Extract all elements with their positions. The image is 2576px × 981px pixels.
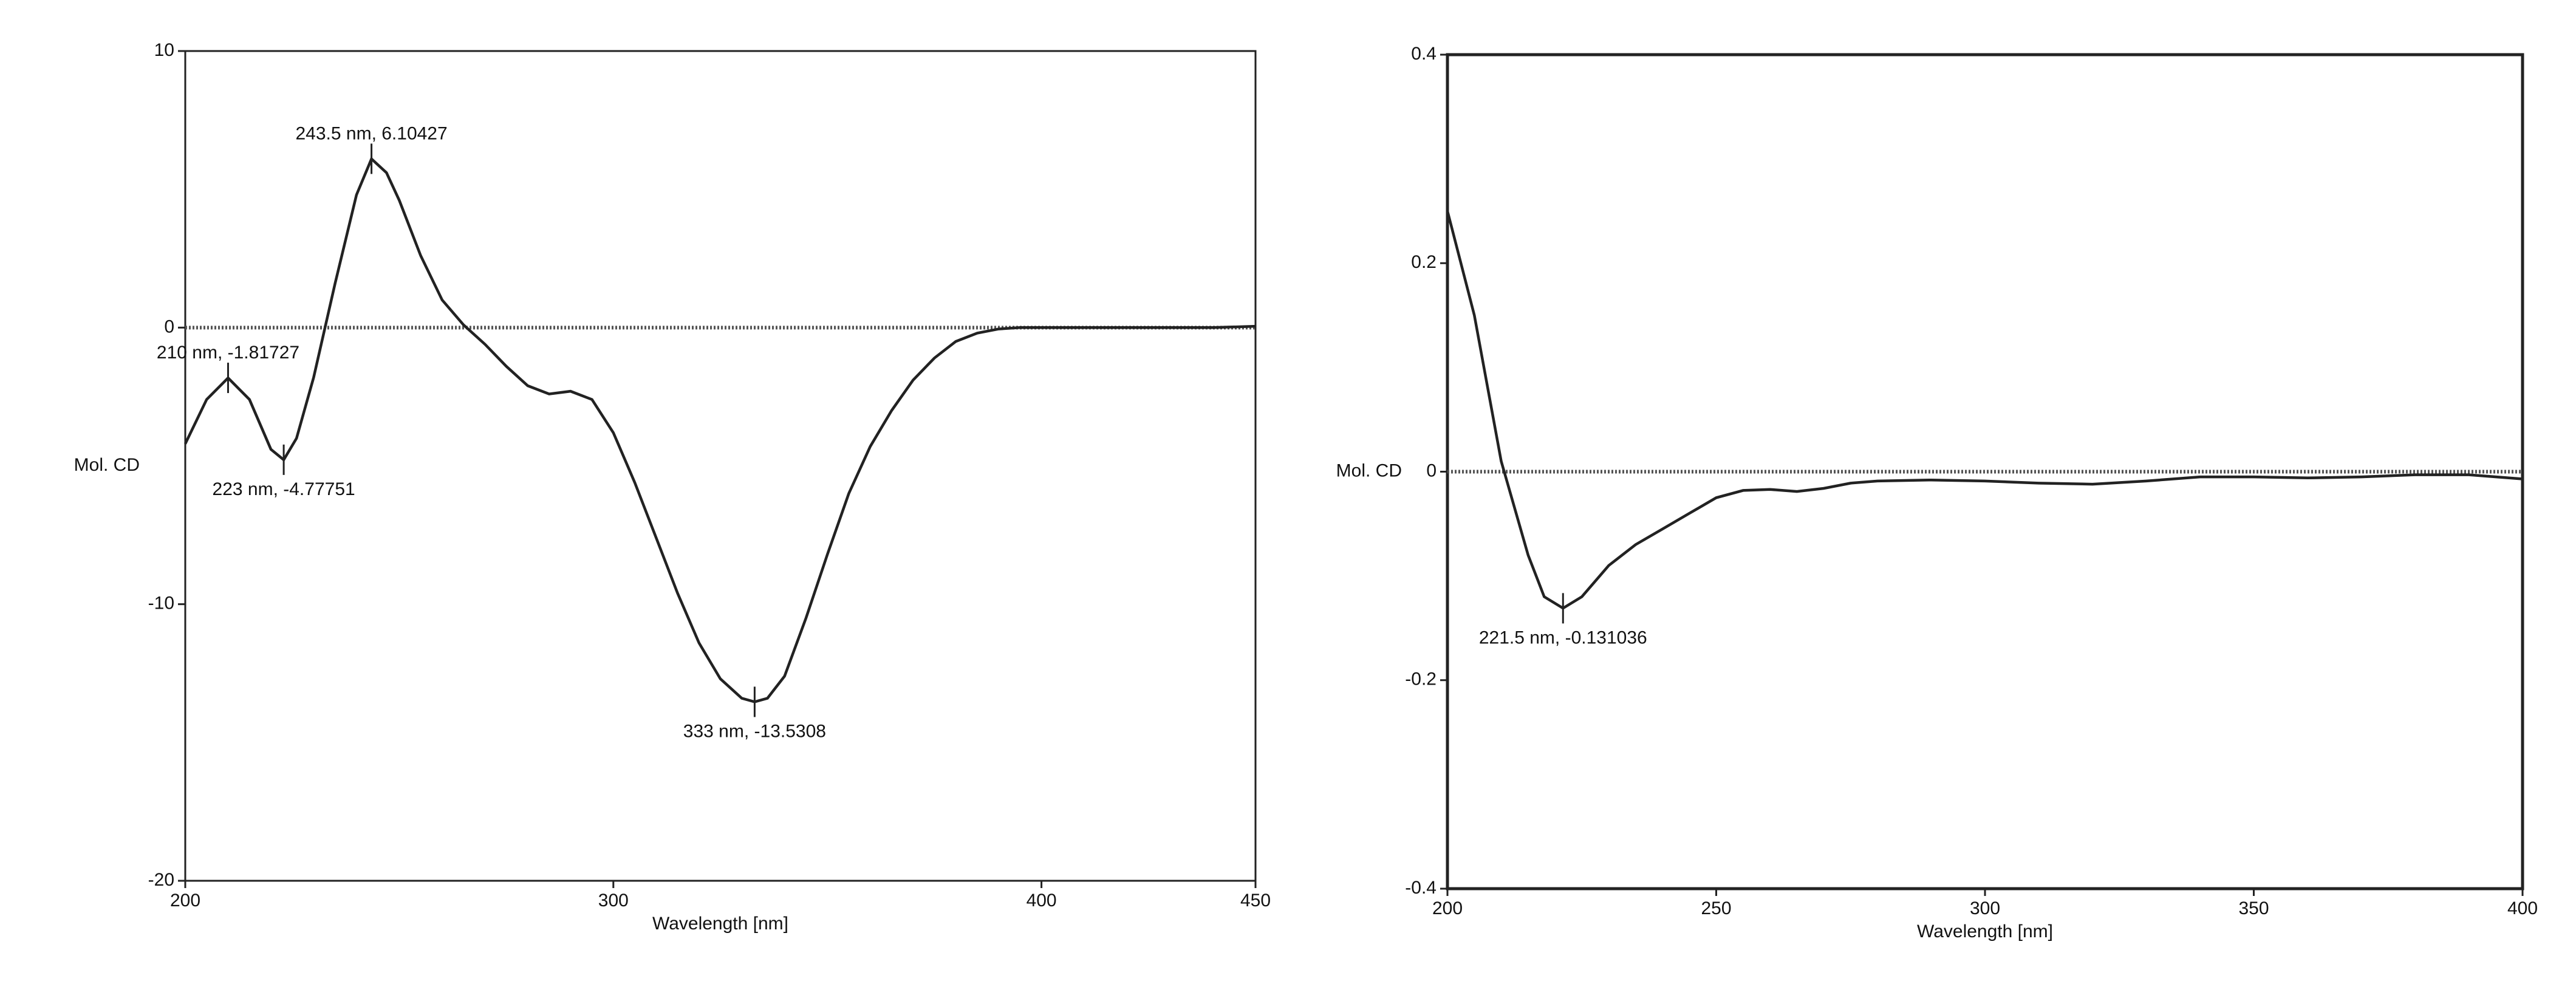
y-tick-label: 10	[154, 40, 174, 60]
peak-label: 243.5 nm, 6.10427	[295, 123, 447, 143]
y-axis-label: Mol. CD	[74, 455, 140, 475]
y-tick-label: -0.4	[1405, 878, 1437, 898]
cd-curve	[1446, 210, 2523, 610]
x-tick-label: 350	[2238, 898, 2269, 918]
y-tick-label: -20	[148, 870, 174, 890]
x-tick-label: 400	[1027, 890, 1057, 911]
y-tick-label: 0.2	[1411, 252, 1437, 272]
x-axis-label: Wavelength [nm]	[1917, 921, 2053, 942]
y-tick-label: 0	[164, 316, 174, 337]
x-tick-label: 250	[1701, 898, 1731, 918]
peak-label: 223 nm, -4.77751	[213, 479, 355, 499]
x-tick-label: 200	[1432, 898, 1463, 918]
x-tick-label: 300	[598, 890, 629, 911]
y-tick-label: -0.2	[1405, 669, 1437, 689]
y-axis-label: Mol. CD	[1336, 460, 1402, 480]
x-tick-label: 400	[2507, 898, 2538, 918]
x-tick-label: 300	[1970, 898, 2000, 918]
peak-label: 333 nm, -13.5308	[683, 721, 826, 741]
y-tick-label: -10	[148, 593, 174, 614]
plot-frame	[184, 50, 1257, 882]
peak-label: 221.5 nm, -0.131036	[1479, 627, 1647, 648]
x-axis-label: Wavelength [nm]	[652, 914, 788, 934]
peak-label: 210 nm, -1.81727	[157, 343, 299, 363]
y-tick-label: 0.4	[1411, 44, 1437, 64]
y-tick-label: 0	[1426, 460, 1437, 480]
x-tick-label: 200	[170, 890, 200, 911]
x-tick-label: 450	[1240, 890, 1271, 911]
cd-curve	[183, 156, 1256, 703]
